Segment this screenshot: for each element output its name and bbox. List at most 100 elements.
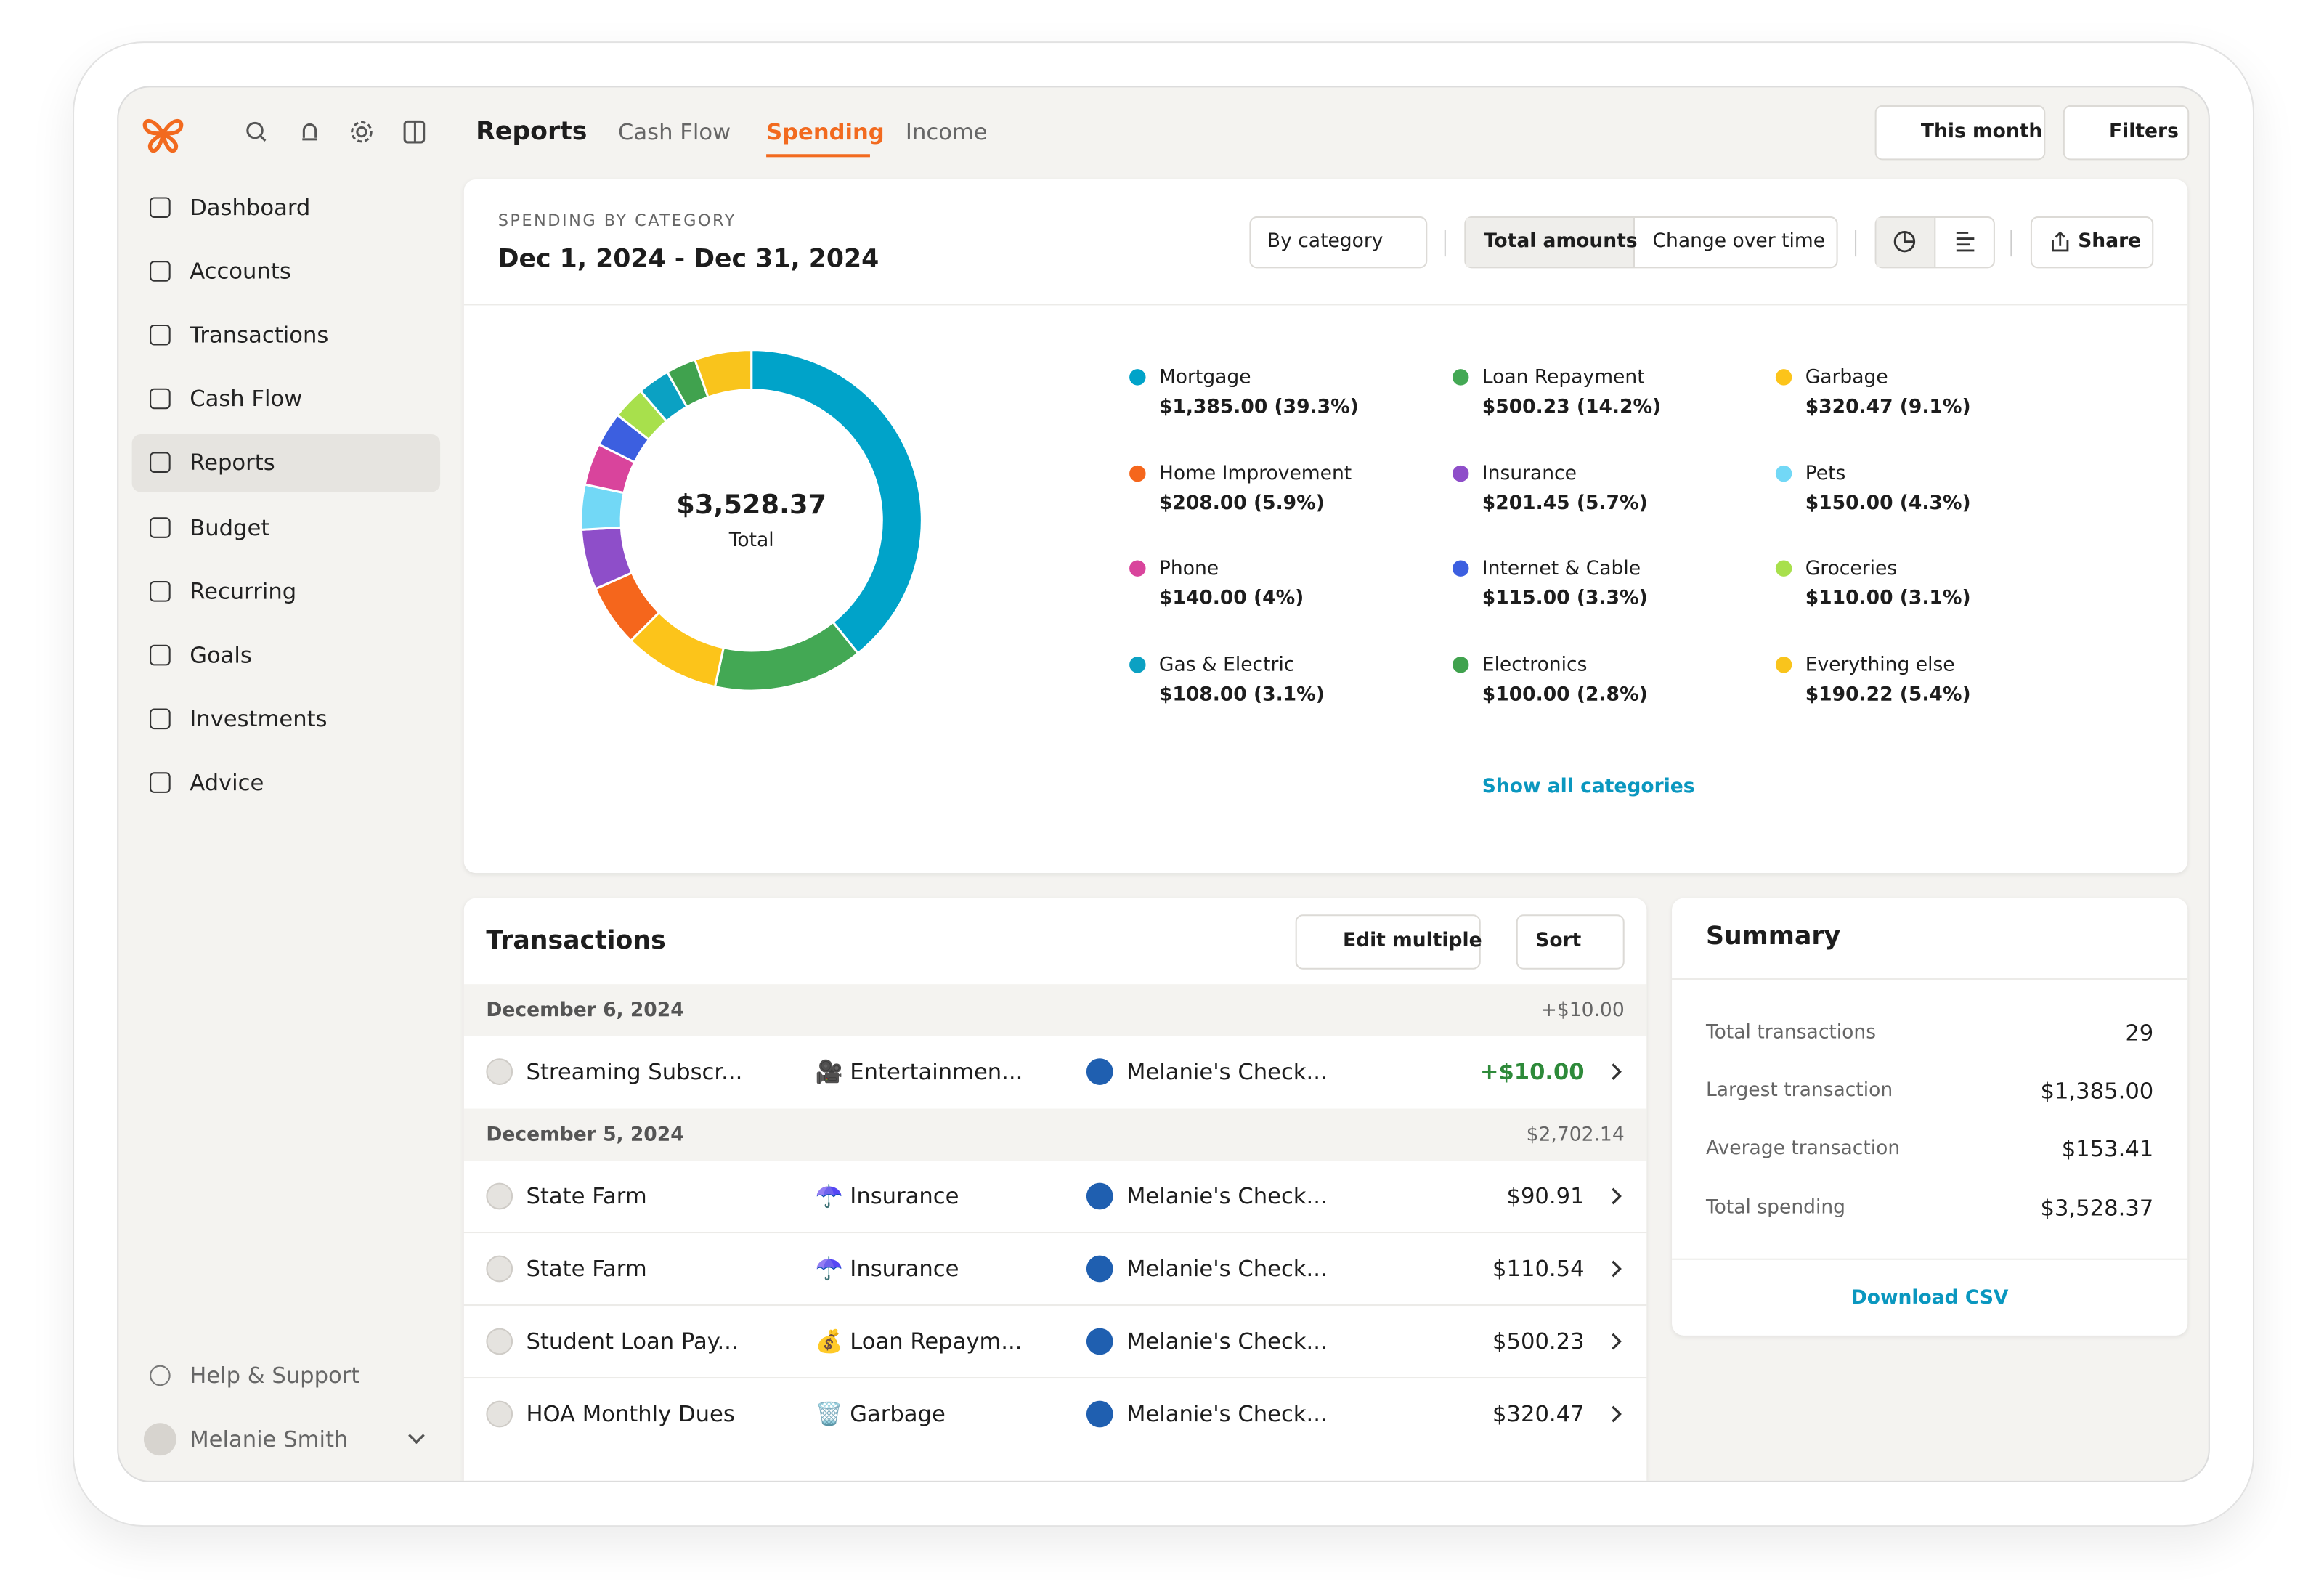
legend-label[interactable]: Everything else bbox=[1805, 654, 1955, 677]
legend-value: $208.00 (5.9%) bbox=[1158, 492, 1325, 515]
account[interactable]: Melanie's Check... bbox=[1126, 1182, 1328, 1210]
button-label[interactable]: This month bbox=[1920, 121, 2043, 143]
button-label[interactable]: Edit multiple bbox=[1342, 930, 1482, 953]
legend-label[interactable]: Internet & Cable bbox=[1482, 559, 1641, 581]
nav-item[interactable]: Dashboard bbox=[190, 194, 311, 222]
toolbar-separators bbox=[1444, 230, 2012, 257]
button-label[interactable]: Sort bbox=[1535, 930, 1582, 953]
group-by-select[interactable] bbox=[1249, 216, 1428, 269]
nav-item[interactable]: Cash Flow bbox=[190, 386, 303, 413]
tab[interactable]: Spending bbox=[766, 118, 885, 146]
nav-item[interactable]: Advice bbox=[190, 769, 264, 796]
category[interactable]: 🗑️ Garbage bbox=[815, 1400, 946, 1428]
row-chevron[interactable] bbox=[1608, 1404, 1622, 1425]
nav-active-bg bbox=[131, 434, 441, 492]
nav-item[interactable]: Investments bbox=[190, 705, 328, 732]
nav-item[interactable]: Budget bbox=[190, 513, 270, 540]
amount: $500.23 bbox=[1492, 1328, 1585, 1355]
legend-label[interactable]: Insurance bbox=[1482, 463, 1577, 485]
logo bbox=[142, 118, 184, 153]
legend-label[interactable]: Pets bbox=[1805, 463, 1846, 485]
share-button[interactable] bbox=[2030, 216, 2154, 269]
legend-label[interactable]: Groceries bbox=[1805, 559, 1898, 581]
legend-label[interactable]: Loan Repayment bbox=[1482, 367, 1645, 389]
category[interactable]: ☂️ Insurance bbox=[815, 1182, 959, 1210]
nav-item[interactable]: Transactions bbox=[190, 322, 329, 349]
filters-button[interactable] bbox=[2063, 105, 2190, 161]
legend-value: $100.00 (2.8%) bbox=[1482, 684, 1648, 707]
mode-active bbox=[1466, 218, 1636, 267]
user-name[interactable]: Melanie Smith bbox=[190, 1426, 349, 1453]
app-window: Dashboard Accounts Transactions Cash Flow Re… bbox=[117, 86, 2210, 1482]
user-menu-chevron[interactable] bbox=[405, 1429, 428, 1450]
account[interactable]: Melanie's Check... bbox=[1126, 1328, 1328, 1355]
row-chevron[interactable] bbox=[1608, 1259, 1622, 1280]
nav-item[interactable]: Accounts bbox=[190, 258, 291, 285]
legend-label[interactable]: Gas & Electric bbox=[1158, 654, 1295, 677]
legend-swatch bbox=[1452, 465, 1469, 482]
legend-label[interactable]: Phone bbox=[1158, 559, 1219, 581]
legend-swatch bbox=[1129, 561, 1146, 577]
merchant[interactable]: State Farm bbox=[526, 1255, 647, 1283]
account[interactable]: Melanie's Check... bbox=[1126, 1058, 1328, 1085]
category[interactable]: ☂️ Insurance bbox=[815, 1255, 959, 1283]
legend-label[interactable]: Garbage bbox=[1805, 367, 1888, 389]
legend-value: $190.22 (5.4%) bbox=[1805, 684, 1971, 707]
merchant-logo bbox=[486, 1182, 513, 1210]
merchant[interactable]: Streaming Subscr... bbox=[526, 1058, 743, 1085]
legend-label[interactable]: Mortgage bbox=[1158, 367, 1251, 389]
legend-value: $140.00 (4%) bbox=[1158, 588, 1304, 611]
tab[interactable]: Income bbox=[905, 118, 988, 146]
this-month-button[interactable] bbox=[1874, 105, 2046, 161]
legend-swatch bbox=[1775, 369, 1792, 386]
row-chevron[interactable] bbox=[1608, 1186, 1622, 1207]
nav-icon bbox=[150, 452, 171, 474]
row-chevron[interactable] bbox=[1608, 1061, 1622, 1082]
merchant[interactable]: State Farm bbox=[526, 1182, 647, 1210]
nav-icon bbox=[150, 261, 171, 282]
legend-label[interactable]: Home Improvement bbox=[1158, 463, 1352, 485]
help-link[interactable]: Help & Support bbox=[190, 1362, 360, 1389]
download-link[interactable]: Download CSV bbox=[1850, 1287, 2009, 1310]
button-label[interactable]: Filters bbox=[2109, 121, 2179, 143]
nav-item[interactable]: Reports bbox=[190, 450, 275, 476]
show-all-link[interactable]: Show all categories bbox=[1482, 776, 1695, 799]
edit-multiple-button[interactable] bbox=[1295, 914, 1481, 970]
legend-value: $1,385.00 (39.3%) bbox=[1158, 396, 1359, 419]
merchant[interactable]: Student Loan Pay... bbox=[526, 1328, 739, 1355]
legend-label[interactable]: Electronics bbox=[1482, 654, 1588, 677]
legend-swatch bbox=[1129, 465, 1146, 482]
nav-icon bbox=[150, 708, 171, 729]
row-divider bbox=[463, 1304, 1647, 1307]
account[interactable]: Melanie's Check... bbox=[1126, 1255, 1328, 1283]
tab[interactable]: Cash Flow bbox=[618, 118, 731, 146]
nav-item[interactable]: Recurring bbox=[190, 577, 297, 604]
divider bbox=[463, 304, 2188, 306]
nav-item[interactable]: Goals bbox=[190, 641, 252, 668]
summary-label: Total spending bbox=[1705, 1196, 1846, 1219]
nav-icon bbox=[150, 389, 171, 410]
category[interactable]: 💰 Loan Repaym... bbox=[815, 1328, 1023, 1355]
legend-value: $150.00 (4.3%) bbox=[1805, 492, 1971, 515]
account[interactable]: Melanie's Check... bbox=[1126, 1400, 1328, 1428]
toggle-option[interactable]: Total amounts bbox=[1483, 230, 1638, 253]
row-chevron[interactable] bbox=[1608, 1331, 1622, 1352]
account-logo bbox=[1086, 1058, 1113, 1085]
button-label[interactable]: Share bbox=[2078, 230, 2142, 253]
donut-segment[interactable] bbox=[750, 349, 923, 655]
account-logo bbox=[1086, 1328, 1113, 1355]
group-header bbox=[463, 984, 1647, 1036]
donut-segment[interactable] bbox=[693, 349, 753, 399]
account-logo bbox=[1086, 1182, 1113, 1210]
category[interactable]: 🎥 Entertainmen... bbox=[815, 1058, 1023, 1085]
donut-segment[interactable] bbox=[713, 620, 860, 692]
summary-card bbox=[1672, 898, 2188, 1336]
nav-icon bbox=[150, 644, 171, 665]
merchant[interactable]: HOA Monthly Dues bbox=[526, 1400, 735, 1428]
summary-label: Total transactions bbox=[1705, 1022, 1877, 1044]
sort-button[interactable] bbox=[1516, 914, 1625, 970]
toggle-option[interactable]: Change over time bbox=[1652, 230, 1826, 253]
donut-total-label: Total bbox=[728, 529, 774, 553]
select-label[interactable]: By category bbox=[1267, 230, 1384, 253]
